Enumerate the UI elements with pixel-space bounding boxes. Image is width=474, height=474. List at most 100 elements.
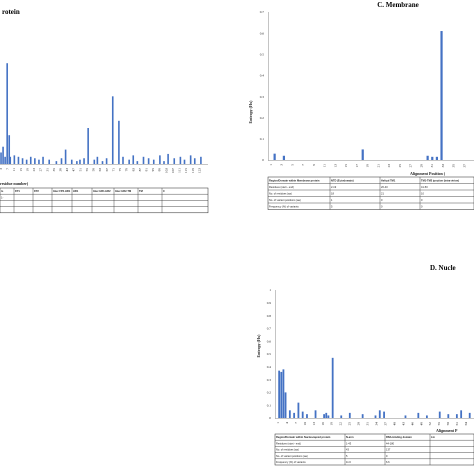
bar <box>42 156 44 164</box>
x-tick-label: 13 <box>333 164 337 168</box>
table-header-cell: RNA-binding domain <box>386 435 412 439</box>
x-tick-label: 27 <box>39 168 43 172</box>
bar <box>378 410 381 418</box>
table-header-cell: Inter FP2-HR1 <box>53 189 71 193</box>
bar <box>361 414 364 418</box>
x-tick-label: 34 <box>375 422 379 426</box>
table-cell: 0 <box>421 198 423 202</box>
y-tick-label: 0.8 <box>267 314 272 318</box>
bar <box>8 135 11 164</box>
x-tick-label: 111 <box>178 168 182 173</box>
bar <box>189 155 192 164</box>
bar <box>93 159 96 164</box>
bar <box>306 414 308 418</box>
panel-c-title: C. Membrane <box>377 1 419 9</box>
bar <box>25 159 28 164</box>
panel-c-ylabel: Entropy (Hx) <box>248 100 253 124</box>
panel-b-spike-entropy: rotein 371115192327313539434751555963677… <box>0 8 209 214</box>
table-header-cell: FP2 <box>34 189 39 193</box>
x-tick-label: 3 <box>280 164 284 166</box>
x-tick-label: 39 <box>59 168 63 172</box>
x-tick-label: 19 <box>25 168 29 172</box>
bar <box>6 63 8 165</box>
x-tick-label: 25 <box>348 422 352 426</box>
bar <box>4 156 6 164</box>
panel-b-bars <box>0 63 202 165</box>
x-tick-label: 95 <box>151 168 155 172</box>
panel-d-x-ticks: 1 4 7 10 13 16 19 22 25 28 31 34 37 40 43 46 49 52 55 58 61 6… <box>276 422 468 426</box>
table-cell: Residues (start - end) <box>276 441 301 445</box>
bar <box>132 155 135 164</box>
bar <box>327 415 330 418</box>
table-header-cell: ts <box>1 189 4 193</box>
table-cell: 9 <box>386 454 388 458</box>
bar <box>468 412 471 418</box>
bar <box>173 158 176 164</box>
x-tick-label: 43 <box>401 422 405 426</box>
x-tick-label: 52 <box>428 422 432 426</box>
x-tick-label: 49 <box>419 422 423 426</box>
x-tick-label: 55 <box>437 422 441 426</box>
table-cell: 41-50 <box>421 185 428 189</box>
x-tick-label: 17 <box>355 164 359 168</box>
bar <box>426 155 429 160</box>
x-tick-label: 15 <box>19 168 23 172</box>
x-tick-label: 107 <box>171 168 175 173</box>
panel-c-x-ticks: 1 3 5 7 9 11 13 15 17 19 21 23 25 27 29 31 33 35 37 <box>269 164 466 168</box>
bar <box>183 159 186 164</box>
x-tick-label: 1 <box>276 422 280 424</box>
table-cell: No. of variant positions (aa) <box>276 454 308 458</box>
x-tick-label: 11 <box>12 168 16 172</box>
table-cell: 11.6 <box>346 460 351 464</box>
bar <box>64 149 67 164</box>
bar <box>122 156 124 164</box>
bar <box>159 155 161 164</box>
x-tick-label: 67 <box>105 168 109 172</box>
x-tick-label: 59 <box>92 168 96 172</box>
bar <box>13 155 16 164</box>
x-tick-label: 7 <box>301 164 305 166</box>
bar <box>96 156 99 164</box>
panel-c-bars <box>273 31 443 161</box>
bar <box>282 155 286 160</box>
bar <box>17 156 20 164</box>
table-cell: Frequency (%) of variants <box>276 460 306 464</box>
table-header-cell: N-arm <box>346 435 354 439</box>
bar <box>331 357 334 418</box>
x-tick-label: 37 <box>462 164 466 168</box>
bar <box>2 146 4 164</box>
x-tick-label: 79 <box>125 168 129 172</box>
bar <box>455 414 458 418</box>
bar <box>282 369 285 418</box>
bar <box>447 414 450 418</box>
bar <box>280 371 283 418</box>
x-tick-label: 61 <box>455 422 459 426</box>
panel-c-xlabel: Alignment Position ( <box>410 171 446 176</box>
table-cell: 5 <box>331 205 333 209</box>
table-header-cell: Region/Domain within Membrane protein <box>269 179 320 183</box>
y-tick-label: 0.3 <box>260 95 265 99</box>
bar <box>136 161 139 164</box>
y-tick-label: 0.2 <box>260 116 265 120</box>
table-header-cell: Inter HR1-HR2 <box>93 189 111 193</box>
bar <box>284 392 287 418</box>
panel-c-membrane-entropy: C. Membrane Entropy (Hx) 0 0.1 0.2 0.3 0.4 0.… <box>248 1 474 210</box>
table-header-cell: C <box>163 189 165 193</box>
y-tick-label: 0 <box>269 416 271 420</box>
bar <box>152 159 155 164</box>
panel-d-bars <box>278 357 471 418</box>
x-tick-label: 28 <box>357 422 361 426</box>
table-cell: 0 <box>421 205 423 209</box>
table-cell: No. of residues (aa) <box>269 192 292 196</box>
y-tick-label: 0.6 <box>267 339 272 343</box>
x-tick-label: 15 <box>344 164 348 168</box>
x-tick-label: 23 <box>32 168 36 172</box>
panel-c-table: Region/Domain within Membrane protein NTD… <box>267 176 474 210</box>
bar <box>87 128 89 164</box>
bar <box>48 159 50 164</box>
x-tick-label: 13 <box>312 422 316 426</box>
table-cell: No. of variant positions (aa) <box>269 198 301 202</box>
panel-b-xlabel: residue number) <box>0 181 29 186</box>
panel-d-nucleocapsid-entropy: D. Nucle Entropy (Hx) 0 0.1 0.2 0.3 0.4 0.5 0.… <box>256 264 474 466</box>
y-tick-label: 0.4 <box>267 365 272 369</box>
